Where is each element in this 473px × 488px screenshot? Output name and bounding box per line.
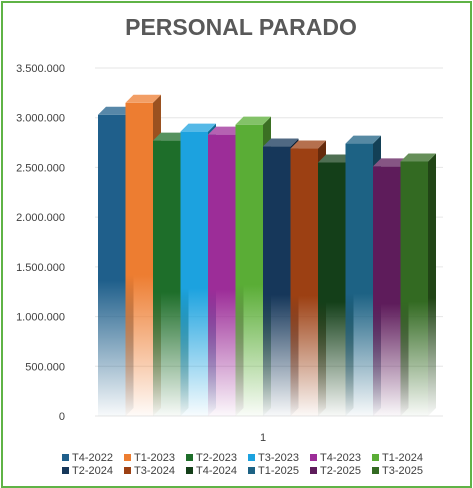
- legend-item-t2-2023: T2-2023: [186, 452, 237, 464]
- bar-top: [318, 154, 354, 163]
- legend-swatch: [310, 467, 317, 474]
- bar-t3-2025: [400, 153, 436, 416]
- bar-front: [153, 140, 181, 416]
- y-tick-label: 0: [59, 411, 65, 423]
- legend-label: T1-2023: [134, 452, 175, 464]
- legend-item-t1-2023: T1-2023: [124, 452, 175, 464]
- chart-title: PERSONAL PARADO: [125, 14, 357, 40]
- y-tick-label: 500.000: [25, 361, 65, 373]
- legend-label: T3-2023: [258, 452, 299, 464]
- legend-item-t1-2025: T1-2025: [248, 465, 299, 477]
- legend-item-t4-2022: T4-2022: [62, 452, 113, 464]
- bar-top: [180, 123, 216, 132]
- legend-swatch: [248, 467, 255, 474]
- legend-item-t3-2023: T3-2023: [248, 452, 299, 464]
- bar-top: [208, 126, 244, 135]
- chart-canvas: PERSONAL PARADO 0 500.000 1.000.000 1.500.0…: [16, 14, 443, 477]
- bar-top: [290, 140, 326, 149]
- bar-front: [125, 102, 153, 417]
- y-tick-label: 3.500.000: [16, 63, 65, 75]
- legend-label: T4-2022: [72, 452, 113, 464]
- bar-front: [345, 143, 373, 416]
- legend-label: T3-2025: [382, 465, 423, 477]
- y-tick-label: 2.500.000: [16, 162, 65, 174]
- bar-front: [98, 114, 126, 416]
- bar-front: [373, 166, 401, 416]
- legend-swatch: [186, 467, 193, 474]
- bar-group: [98, 94, 436, 417]
- bar-front: [318, 162, 346, 416]
- x-tick-label: 1: [260, 432, 266, 444]
- legend-label: T4-2023: [320, 452, 361, 464]
- legend-swatch: [186, 454, 193, 461]
- legend-item-t2-2024: T2-2024: [62, 465, 113, 477]
- legend-label: T2-2025: [320, 465, 361, 477]
- bar-front: [180, 131, 208, 417]
- legend-label: T2-2024: [72, 465, 113, 477]
- bar-front: [263, 146, 291, 416]
- legend-label: T1-2025: [258, 465, 299, 477]
- legend-swatch: [372, 467, 379, 474]
- legend-swatch: [124, 454, 131, 461]
- bar-top: [263, 138, 299, 147]
- bar-front: [208, 134, 236, 417]
- legend-item-t2-2025: T2-2025: [310, 465, 361, 477]
- legend-swatch: [124, 467, 131, 474]
- y-tick-label: 3.000.000: [16, 113, 65, 125]
- bar-top: [98, 106, 134, 115]
- bar-top: [235, 116, 271, 125]
- bar-top: [345, 135, 381, 144]
- legend-label: T4-2024: [196, 465, 237, 477]
- legend-item-t3-2025: T3-2025: [372, 465, 423, 477]
- legend-item-t4-2023: T4-2023: [310, 452, 361, 464]
- bar-top: [373, 158, 409, 167]
- y-tick-label: 1.000.000: [16, 312, 65, 324]
- legend: T4-2022 T1-2023 T2-2023 T3-2023 T4-2023 T1-20…: [62, 452, 423, 477]
- y-tick-label: 1.500.000: [16, 262, 65, 274]
- x-axis-ticks: 1: [260, 432, 266, 444]
- bar-top: [153, 132, 189, 141]
- legend-label: T1-2024: [382, 452, 423, 464]
- legend-swatch: [62, 454, 69, 461]
- bar-side: [428, 153, 436, 416]
- bar-top: [125, 94, 161, 103]
- bar-front: [290, 148, 318, 416]
- legend-label: T3-2024: [134, 465, 175, 477]
- bar-front: [235, 124, 263, 416]
- legend-label: T2-2023: [196, 452, 237, 464]
- legend-swatch: [310, 454, 317, 461]
- bar-front: [400, 161, 428, 416]
- legend-swatch: [248, 454, 255, 461]
- legend-swatch: [372, 454, 379, 461]
- legend-item-t1-2024: T1-2024: [372, 452, 423, 464]
- legend-item-t4-2024: T4-2024: [186, 465, 237, 477]
- legend-swatch: [62, 467, 69, 474]
- y-tick-label: 2.000.000: [16, 212, 65, 224]
- y-axis-ticks: 0 500.000 1.000.000 1.500.000 2.000.000 2.500…: [16, 63, 65, 423]
- bar-top: [400, 153, 436, 162]
- legend-item-t3-2024: T3-2024: [124, 465, 175, 477]
